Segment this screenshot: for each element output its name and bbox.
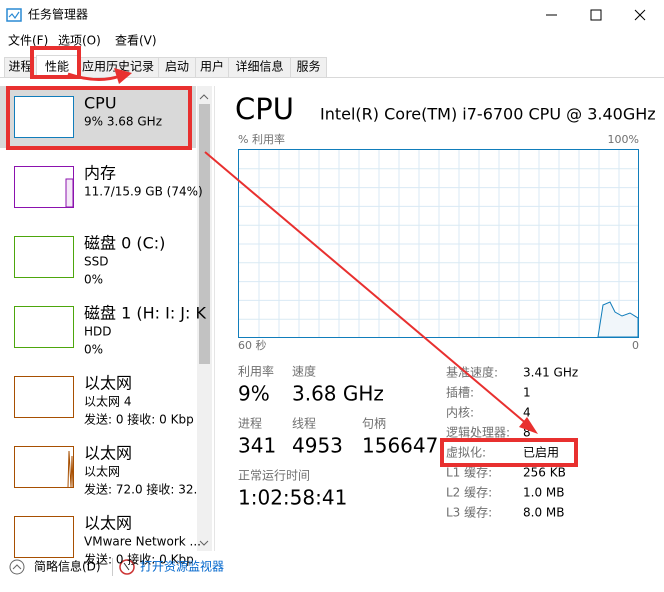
sidebar-item-name[interactable]: 以太网: [84, 444, 132, 463]
tab[interactable]: [290, 57, 327, 78]
spec-label: L3 缓存:: [446, 506, 492, 520]
scroll-down[interactable]: [199, 540, 209, 546]
tab-label[interactable]: 详细信息: [235, 59, 283, 74]
collapse-icon[interactable]: [9, 559, 25, 575]
maximize-button[interactable]: [590, 9, 602, 21]
stat-label: 速度: [292, 364, 316, 379]
sidebar-item-detail: 以太网 4: [84, 394, 131, 409]
spec-value: 256 KB: [523, 466, 566, 480]
sidebar-item-detail: 11.7/15.9 GB (74%): [84, 185, 203, 199]
sidebar-thumbnail: [14, 446, 74, 488]
footer-link[interactable]: 打开资源监视器: [140, 559, 224, 574]
spec-value: 3.41 GHz: [523, 366, 578, 380]
sidebar-thumbnail: [14, 96, 74, 138]
spec-label: 插槽:: [446, 386, 474, 400]
menu-item[interactable]: 查看(V): [115, 34, 157, 48]
sidebar-item-detail: 0%: [84, 343, 103, 357]
sidebar-item-name[interactable]: 磁盘 1 (H: I: J: K: [84, 304, 206, 323]
spec-value: 已启用: [523, 446, 559, 460]
spec-label: L2 缓存:: [446, 486, 492, 500]
spec-label: 逻辑处理器:: [446, 426, 510, 440]
stat-label: 线程: [292, 416, 316, 431]
graph-min: 0: [632, 339, 639, 352]
annotation-box-virtualization: [440, 438, 578, 467]
sidebar-thumbnail-line: [67, 450, 74, 488]
sidebar-item-name[interactable]: 内存: [84, 164, 116, 183]
app-icon: [6, 8, 22, 22]
stat-value: 1:02:58:41: [238, 486, 347, 510]
stat-value: 341: [238, 434, 276, 458]
tab-label[interactable]: 启动: [165, 60, 189, 74]
stat-label: 正常运行时间: [238, 469, 310, 483]
stat-label: 利用率: [238, 364, 274, 379]
sidebar-thumbnail: [14, 236, 74, 278]
graph-label: % 利用率: [238, 132, 285, 146]
spec-value: 1: [523, 386, 531, 400]
menu-item[interactable]: 选项(O): [58, 34, 101, 48]
sidebar-item-detail: SSD: [84, 255, 108, 269]
resource-monitor-icon[interactable]: [119, 559, 135, 575]
sidebar-thumbnail: [14, 166, 74, 208]
app-icon-line: [8, 11, 20, 20]
stat-value: 4953: [292, 434, 343, 458]
annotation-arrowhead-1: [114, 68, 132, 84]
sidebar-thumbnail: [14, 306, 74, 348]
tab-label[interactable]: 性能: [45, 60, 69, 74]
stat-value: 156647: [362, 434, 438, 458]
graph-time: 60 秒: [238, 338, 267, 352]
spec-value: 1.0 MB: [523, 486, 564, 500]
sidebar-item-name[interactable]: 以太网: [84, 374, 132, 393]
detail-title: CPU: [235, 92, 294, 126]
sidebar-item-detail: HDD: [84, 325, 112, 339]
menu-item[interactable]: 文件(F): [8, 33, 48, 48]
sidebar-item-detail: 以太网: [84, 464, 120, 479]
stat-value: 3.68 GHz: [292, 382, 384, 406]
annotation-box-tab: [30, 46, 81, 79]
stat-label: 进程: [238, 416, 262, 431]
spec-value: 8: [523, 426, 531, 440]
resource-monitor-needle: [123, 562, 130, 571]
cpu-usage-line: [597, 301, 639, 338]
graph-max: 100%: [608, 133, 639, 146]
sidebar-item-detail: 发送: 0 接收: 0 Kbp: [84, 552, 194, 567]
tab-label[interactable]: 应用历史记录: [82, 59, 154, 74]
window-title: 任务管理器: [28, 7, 88, 22]
cpu-model: Intel(R) Core(TM) i7-6700 CPU @ 3.40GHz: [320, 105, 656, 124]
stat-label: 句柄: [362, 417, 386, 431]
sidebar-item-name[interactable]: 以太网: [84, 514, 132, 533]
sidebar-thumbnail: [14, 376, 74, 418]
cpu-graph-grid: [239, 150, 638, 337]
tab-label[interactable]: 服务: [296, 59, 320, 74]
spec-value: 4: [523, 406, 531, 420]
sidebar-item-name[interactable]: CPU: [84, 94, 117, 113]
annotation-arrow-2: [204, 151, 529, 426]
footer-link[interactable]: 简略信息(D): [34, 559, 101, 574]
collapse-chevron: [12, 564, 22, 570]
sidebar-item-detail: 发送: 72.0 接收: 32.: [84, 482, 197, 497]
sidebar-item-detail: VMware Network ...: [84, 535, 201, 549]
tab-label[interactable]: 用户: [200, 59, 224, 74]
sidebar-thumbnail: [14, 516, 74, 558]
spec-value: 8.0 MB: [523, 506, 564, 520]
spec-label: 基准速度:: [446, 365, 498, 380]
spec-label: 虚拟化:: [446, 446, 486, 460]
scrollbar-thumb[interactable]: [199, 104, 210, 364]
scroll-up[interactable]: [199, 94, 209, 100]
stat-value: 9%: [238, 382, 270, 406]
tab-label[interactable]: 进程: [8, 59, 32, 74]
annotation-arrow-1: [67, 72, 121, 81]
sidebar-item-name[interactable]: 磁盘 0 (C:): [84, 234, 165, 253]
sidebar-item-detail: 9% 3.68 GHz: [84, 115, 162, 129]
sidebar-item-detail: 发送: 0 接收: 0 Kbp: [84, 412, 194, 427]
sidebar-item-detail: 0%: [84, 273, 103, 287]
sidebar-thumbnail-fill: [65, 178, 74, 208]
annotation-arrowhead-2: [519, 417, 538, 434]
close-button[interactable]: [634, 9, 646, 21]
spec-label: L1 缓存:: [446, 466, 492, 480]
annotation-box-cpu: [6, 86, 192, 150]
annotations: [6, 46, 578, 467]
spec-label: 内核:: [446, 406, 474, 420]
